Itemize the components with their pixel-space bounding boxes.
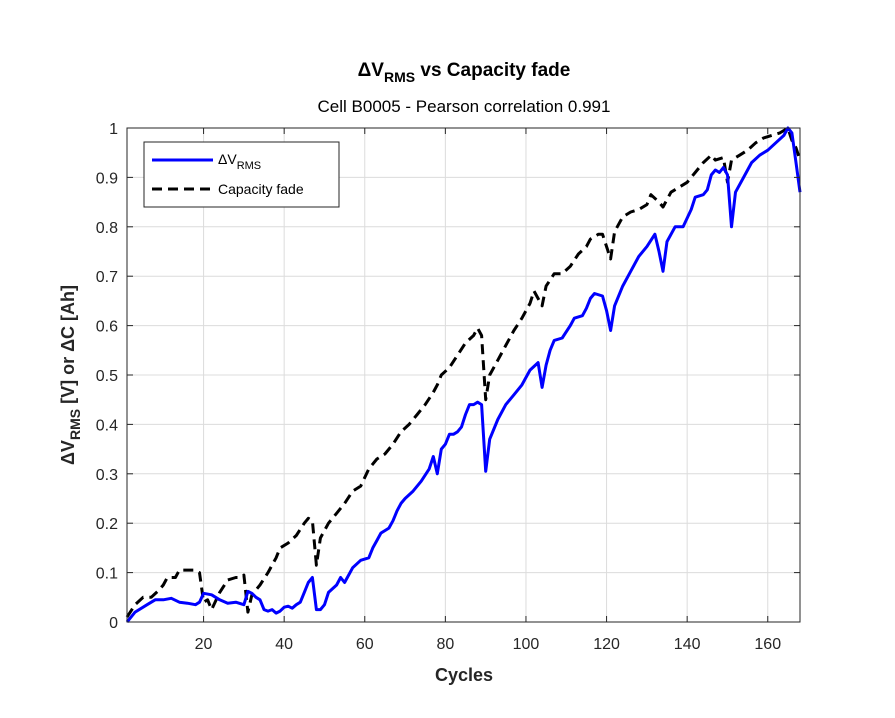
x-tick-label: 160 <box>754 636 781 653</box>
y-tick-label: 0.7 <box>96 269 118 286</box>
x-tick-label: 60 <box>356 636 374 653</box>
legend: ΔVRMS Capacity fade <box>143 141 340 208</box>
y-tick-label: 0.4 <box>96 417 118 434</box>
x-tick-label: 40 <box>275 636 293 653</box>
x-tick-label: 20 <box>195 636 213 653</box>
y-axis-label: ΔVRMS [V] or ΔC [Ah] <box>58 285 83 465</box>
y-tick-label: 0.6 <box>96 319 118 336</box>
y-tick-label: 0.5 <box>96 368 118 385</box>
gridlines <box>127 127 800 623</box>
y-tick-label: 0.9 <box>96 170 118 187</box>
y-tick-label: 0.2 <box>96 516 118 533</box>
chart-title: ΔVRMS vs Capacity fade <box>358 60 571 85</box>
ticks: 20 40 60 80 100 120 140 160 0 0.1 0.2 0.3 0.4 0.5 0.6 0… <box>96 121 800 653</box>
series-line-dv-rms <box>125 126 802 623</box>
x-tick-label: 140 <box>674 636 701 653</box>
plot-area: 20 40 60 80 100 120 140 160 0 0.1 0.2 0.3 0.4 0.5 0.6 0… <box>96 121 802 653</box>
y-tick-label: 0.3 <box>96 467 118 484</box>
chart-subtitle: Cell B0005 - Pearson correlation 0.991 <box>318 97 611 116</box>
series-layer <box>125 126 802 623</box>
legend-label-capacity-fade: Capacity fade <box>218 181 304 197</box>
legend-label-dv-rms: ΔVRMS <box>218 151 261 172</box>
x-tick-label: 100 <box>513 636 540 653</box>
y-tick-label: 1 <box>109 121 118 138</box>
x-tick-label: 120 <box>593 636 620 653</box>
x-axis-label: Cycles <box>435 665 493 685</box>
legend-box <box>143 141 340 208</box>
y-tick-label: 0.8 <box>96 220 118 237</box>
y-tick-label: 0.1 <box>96 566 118 583</box>
series-line-capacity-fade <box>125 126 802 618</box>
y-tick-label: 0 <box>109 615 118 632</box>
x-tick-label: 80 <box>436 636 454 653</box>
